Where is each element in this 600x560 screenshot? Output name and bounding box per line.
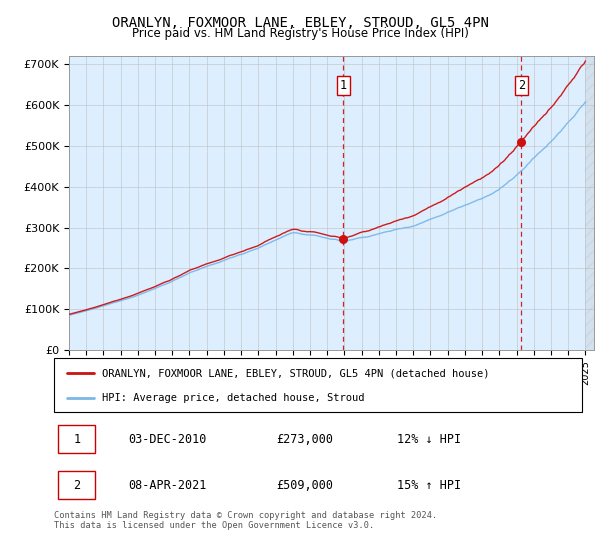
Text: £273,000: £273,000 [276, 432, 333, 446]
Text: ORANLYN, FOXMOOR LANE, EBLEY, STROUD, GL5 4PN (detached house): ORANLYN, FOXMOOR LANE, EBLEY, STROUD, GL… [101, 368, 489, 379]
FancyBboxPatch shape [58, 471, 95, 499]
Text: HPI: Average price, detached house, Stroud: HPI: Average price, detached house, Stro… [101, 393, 364, 403]
Text: £509,000: £509,000 [276, 479, 333, 492]
Text: Contains HM Land Registry data © Crown copyright and database right 2024.
This d: Contains HM Land Registry data © Crown c… [54, 511, 437, 530]
Text: Price paid vs. HM Land Registry's House Price Index (HPI): Price paid vs. HM Land Registry's House … [131, 27, 469, 40]
Text: 12% ↓ HPI: 12% ↓ HPI [397, 432, 461, 446]
Text: 2: 2 [518, 79, 525, 92]
Text: 03-DEC-2010: 03-DEC-2010 [128, 432, 206, 446]
Text: 08-APR-2021: 08-APR-2021 [128, 479, 206, 492]
FancyBboxPatch shape [54, 358, 582, 412]
Text: 15% ↑ HPI: 15% ↑ HPI [397, 479, 461, 492]
Text: 2: 2 [73, 479, 80, 492]
FancyBboxPatch shape [58, 425, 95, 453]
Text: 1: 1 [73, 432, 80, 446]
Bar [586, 56, 600, 350]
Text: 1: 1 [340, 79, 347, 92]
Text: ORANLYN, FOXMOOR LANE, EBLEY, STROUD, GL5 4PN: ORANLYN, FOXMOOR LANE, EBLEY, STROUD, GL… [112, 16, 488, 30]
